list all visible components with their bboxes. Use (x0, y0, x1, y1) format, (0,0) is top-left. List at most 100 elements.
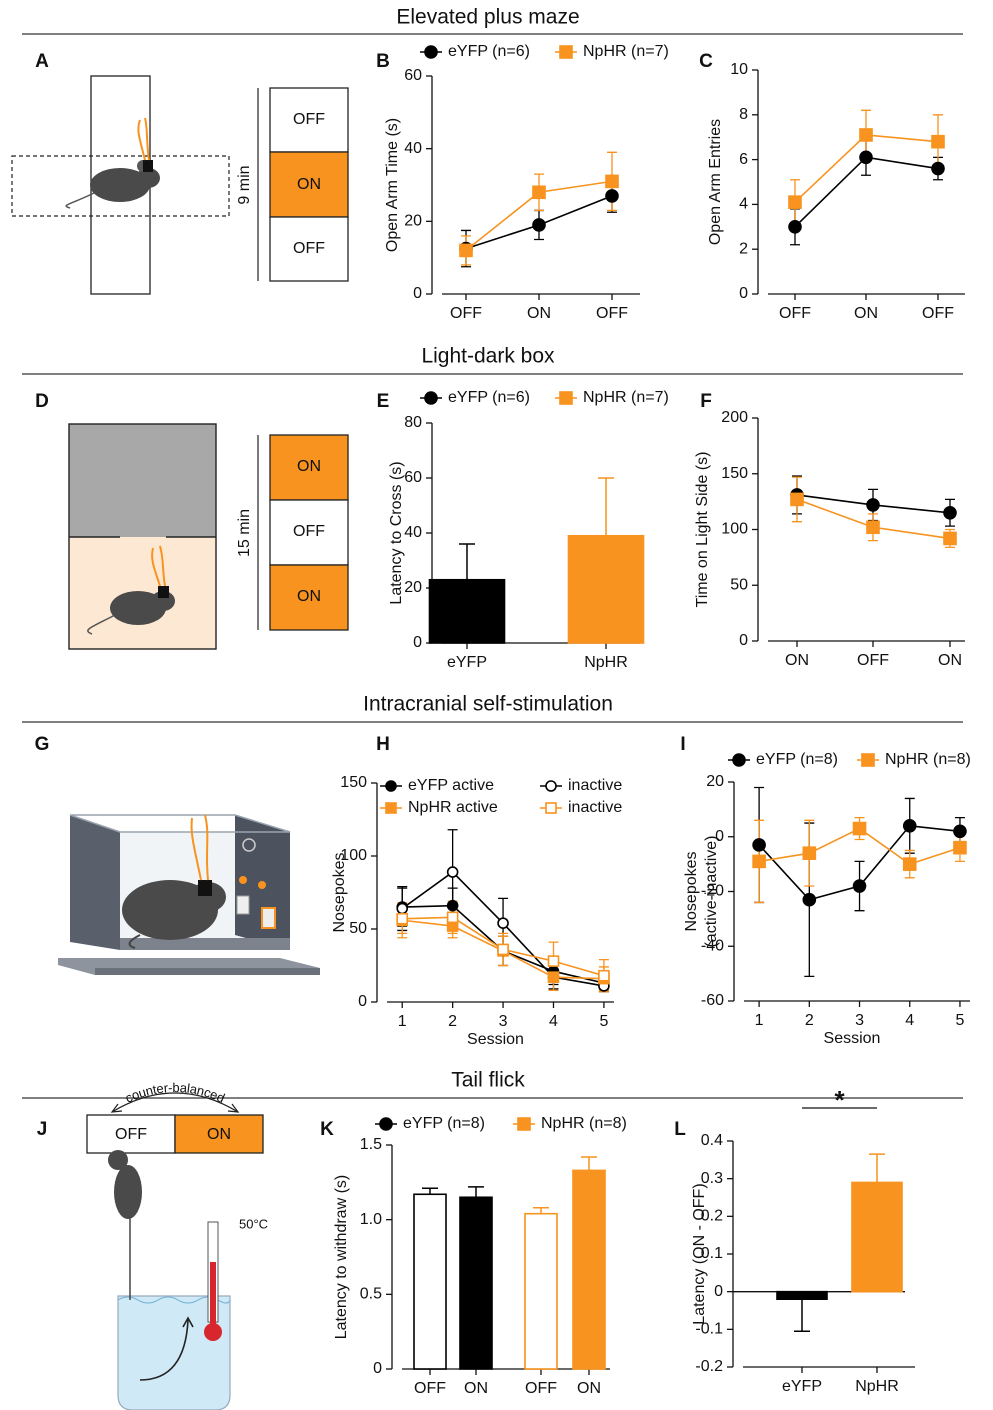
panel-letter: I (680, 734, 685, 755)
y-tick-label: 50 (349, 920, 367, 937)
y-axis-label: Latency to withdraw (s) (333, 1175, 350, 1340)
bar (569, 536, 644, 643)
x-tick-label: OFF (857, 652, 889, 669)
marker (867, 499, 879, 511)
marker (791, 493, 803, 505)
marker (397, 904, 407, 914)
x-tick-label: ON (785, 652, 809, 669)
marker (548, 972, 558, 982)
y-tick-label: 150 (340, 774, 367, 791)
legend-label: NpHR (n=7) (583, 43, 669, 60)
marker (498, 918, 508, 928)
x-tick-label: ON (854, 305, 878, 322)
panel-letter: E (377, 391, 390, 412)
section-title: Elevated plus maze (396, 6, 579, 29)
block-label: OFF (293, 523, 325, 540)
temperature-label: 50°C (239, 1216, 268, 1231)
x-tick-label: OFF (922, 305, 954, 322)
marker (533, 186, 545, 198)
panel-letter: H (376, 734, 390, 755)
y-tick-label: 0 (714, 1283, 723, 1300)
y-tick-label: -40 (701, 937, 724, 954)
marker (932, 136, 944, 148)
figure: Elevated plus maze Light-dark box Intrac… (0, 0, 993, 1410)
y-tick-label: -0.1 (695, 1321, 723, 1338)
y-tick-label: 40 (404, 140, 422, 157)
y-tick-label: -60 (701, 992, 724, 1009)
duration-label: 9 min (236, 165, 253, 204)
marker (606, 175, 618, 187)
y-tick-label: 40 (404, 524, 422, 541)
marker (546, 781, 556, 791)
marker (548, 956, 558, 966)
y-tick-label: 200 (721, 409, 748, 426)
bar (777, 1292, 827, 1300)
x-tick-label: OFF (450, 305, 482, 322)
x-tick-label: NpHR (855, 1378, 899, 1395)
diagram-g: G (35, 734, 320, 975)
legend-label: NpHR (n=7) (583, 389, 669, 406)
y-tick-label: 6 (739, 151, 748, 168)
y-tick-label: -20 (701, 883, 724, 900)
chart: COpen Arm Entries0246810OFFONOFF (699, 51, 965, 322)
marker (560, 392, 572, 404)
section-title: Intracranial self-stimulation (363, 693, 613, 716)
marker (954, 842, 966, 854)
y-tick-label: 0 (373, 1360, 382, 1377)
bar (460, 1197, 492, 1369)
y-tick-label: 0 (413, 285, 422, 302)
y-axis-label: Nosepokes (331, 852, 348, 932)
y-tick-label: 0.4 (701, 1132, 723, 1149)
x-tick-label: ON (577, 1380, 601, 1397)
y-axis-label: Nosepokes (683, 851, 700, 931)
marker (932, 163, 944, 175)
y-tick-label: -0.2 (695, 1358, 723, 1375)
panel-letter: C (699, 51, 713, 72)
marker (803, 894, 815, 906)
legend-label: eYFP active (408, 777, 494, 794)
marker (448, 867, 458, 877)
significance-label: * (834, 1085, 845, 1115)
marker (954, 825, 966, 837)
y-tick-label: 20 (706, 773, 724, 790)
marker (789, 196, 801, 208)
y-axis-label: Open Arm Entries (707, 119, 724, 245)
x-tick-label: OFF (779, 305, 811, 322)
error-bar (794, 1299, 810, 1331)
y-tick-label: 60 (404, 67, 422, 84)
diagram-j: J counter-balanced OFF ON 50°C (37, 1080, 268, 1410)
x-tick-label: 2 (448, 1013, 457, 1030)
error-bar (581, 1157, 597, 1170)
block-label: ON (297, 588, 321, 605)
x-tick-label: NpHR (584, 654, 628, 671)
y-tick-label: 1.0 (360, 1211, 382, 1228)
bar (430, 580, 505, 643)
x-tick-label: 2 (805, 1012, 814, 1029)
y-tick-label: 60 (404, 469, 422, 486)
marker (753, 855, 765, 867)
arrow-label: counter-balanced (123, 1080, 227, 1106)
block-label: ON (297, 458, 321, 475)
marker (397, 914, 407, 924)
y-tick-label: 50 (730, 576, 748, 593)
legend-label: NpHR (n=8) (541, 1115, 627, 1132)
error-bar (422, 1188, 438, 1194)
marker (854, 823, 866, 835)
y-tick-label: 20 (404, 213, 422, 230)
error-bar (869, 1154, 885, 1182)
marker (860, 129, 872, 141)
marker (867, 521, 879, 533)
y-tick-label: 1.5 (360, 1136, 382, 1153)
bar (852, 1182, 902, 1291)
marker (904, 858, 916, 870)
y-tick-label: 0 (358, 993, 367, 1010)
y-tick-label: 0 (715, 828, 724, 845)
marker (386, 803, 396, 813)
marker (860, 151, 872, 163)
y-tick-label: 0.1 (701, 1245, 723, 1262)
panel-letter: A (35, 51, 49, 72)
marker (425, 392, 437, 404)
x-tick-label: 3 (855, 1012, 864, 1029)
